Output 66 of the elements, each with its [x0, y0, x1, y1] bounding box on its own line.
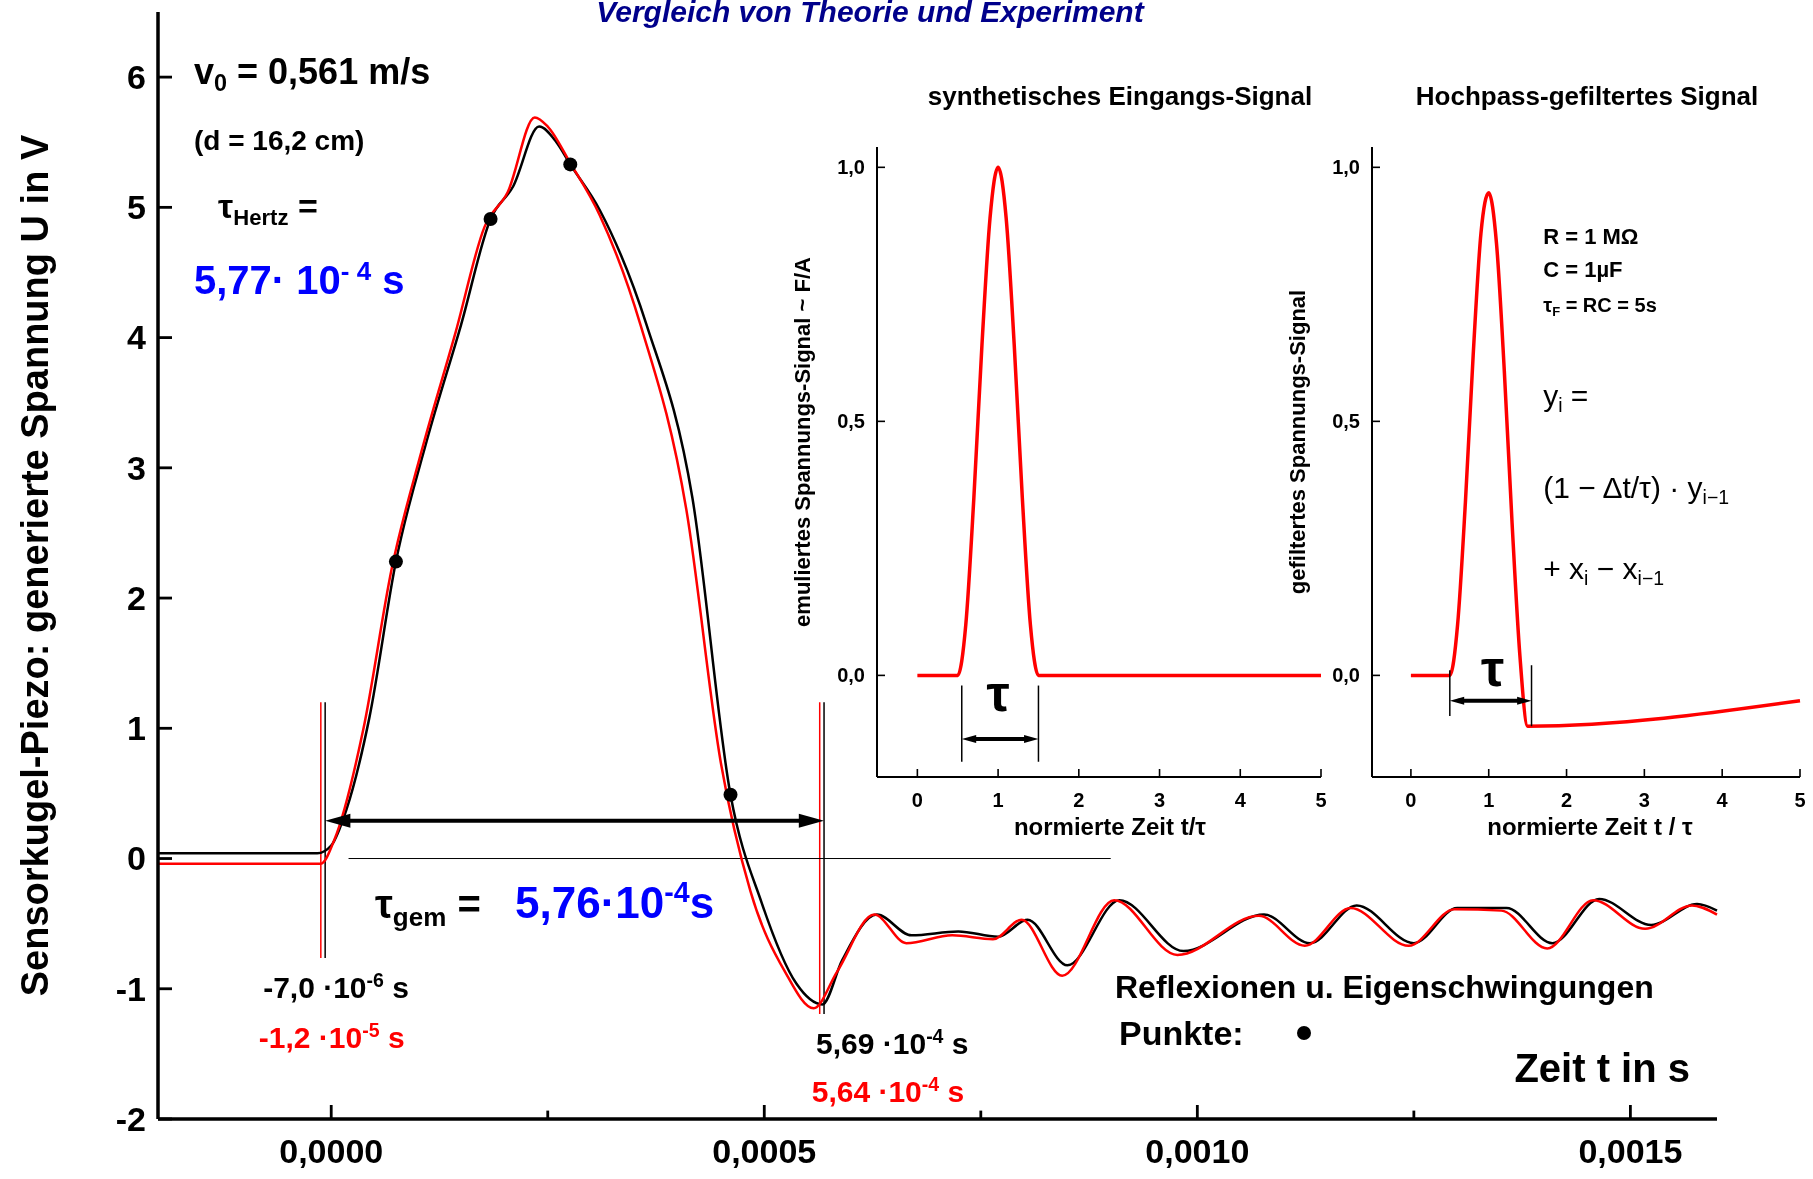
y-tick-label: -2 [115, 1099, 146, 1138]
y-tick-label: 5 [127, 188, 146, 227]
x-tick-label: 1 [992, 789, 1004, 811]
x-tick-label: 2 [1560, 789, 1573, 811]
annotation: R = 1 MΩ [1543, 223, 1639, 249]
x-axis-title: Zeit t in s [1514, 1046, 1690, 1090]
annotation: τ [1481, 638, 1505, 697]
x-tick-label: 4 [1716, 789, 1729, 811]
annotation: τ$_{Hertz}$ = [218, 187, 318, 230]
y-tick-label: 0,0 [1332, 664, 1360, 687]
annotation: C = 1µF [1543, 256, 1623, 282]
x-tick-label: 0,0000 [279, 1132, 384, 1170]
x-tick-label: 5 [1794, 789, 1806, 811]
x-tick-label: 0 [911, 789, 923, 811]
annotation: τ [986, 663, 1010, 722]
x-tick-label: 0,0005 [712, 1132, 817, 1170]
y-tick-label: 0,5 [1332, 410, 1360, 433]
x-axis-title: normierte Zeit t / τ [1487, 813, 1693, 840]
point [723, 787, 738, 802]
x-tick-label: 3 [1153, 789, 1166, 811]
y-axis-title: gefiltertes Spannungs-Signal [1285, 289, 1310, 595]
y-axis-title: Sensorkugel-Piezo: generierte Spannung U in V [14, 134, 56, 997]
x-tick-label: 1 [1483, 789, 1495, 811]
chart-title: Vergleich von Theorie und Experiment [596, 0, 1146, 28]
annotation: (1 − Δt/τ) · y$_{i−1}$ [1543, 470, 1730, 508]
annotation: y$_{i}$ = [1543, 379, 1589, 417]
y-tick-label: 1 [127, 709, 146, 748]
ref-line-label: 5,64 ·10$^{-4}$ s [811, 1073, 965, 1108]
y-tick-label: 3 [127, 448, 146, 487]
point [563, 157, 578, 172]
ref-line-label: 5,69 ·10$^{-4}$ s [816, 1025, 969, 1060]
x-tick-label: 4 [1234, 789, 1247, 811]
y-tick-label: -1 [115, 969, 146, 1008]
x-tick-label: 0 [1405, 789, 1417, 811]
ref-line-label: -7,0 ·10$^{-6}$ s [263, 969, 409, 1004]
annotation: 5,77· 10$^{- 4}$ s [194, 255, 405, 302]
annotation: τ$_{gem}$ = [375, 882, 481, 932]
x-tick-label: 3 [1638, 789, 1650, 811]
x-axis-title: normierte Zeit t/τ [1013, 813, 1207, 840]
annotation: τ$_{F}$ = RC = 5s [1543, 294, 1657, 320]
annotation: v$_{0}$ = 0,561 m/s [194, 51, 431, 96]
x-tick-label: 5 [1315, 789, 1327, 811]
x-tick-label: 0,0010 [1145, 1132, 1250, 1170]
point [483, 212, 498, 227]
y-tick-label: 1,0 [837, 156, 865, 179]
y-tick-label: 0,5 [837, 410, 865, 433]
x-tick-label: 2 [1073, 789, 1085, 811]
annotation: + x$_{i}$ − x$_{i−1}$ [1543, 551, 1665, 589]
y-tick-label: 2 [127, 578, 146, 617]
legend-label: Punkte: [1119, 1014, 1244, 1052]
annotation: (d = 16,2 cm) [194, 125, 365, 156]
y-tick-label: 4 [127, 318, 147, 357]
ref-line-label: -1,2 ·10$^{-5}$ s [258, 1019, 405, 1054]
line-series [1409, 190, 1802, 728]
y-tick-label: 0,0 [837, 664, 865, 687]
y-tick-label: 0 [127, 839, 146, 878]
line-series [915, 165, 1323, 678]
y-tick-label: 1,0 [1332, 156, 1360, 179]
point [388, 554, 403, 569]
annotation: 5,76·10$^{-4}$s [515, 876, 715, 927]
y-axis-title: emuliertes Spannungs-Signal ~ F/A [790, 257, 815, 627]
chart-title: Hochpass-gefiltertes Signal [1415, 81, 1759, 111]
chart-title: synthetisches Eingangs-Signal [927, 81, 1313, 111]
y-tick-label: 6 [127, 58, 146, 97]
x-tick-label: 0,0015 [1578, 1132, 1683, 1170]
annotation: Reflexionen u. Eigenschwingungen [1115, 969, 1654, 1005]
